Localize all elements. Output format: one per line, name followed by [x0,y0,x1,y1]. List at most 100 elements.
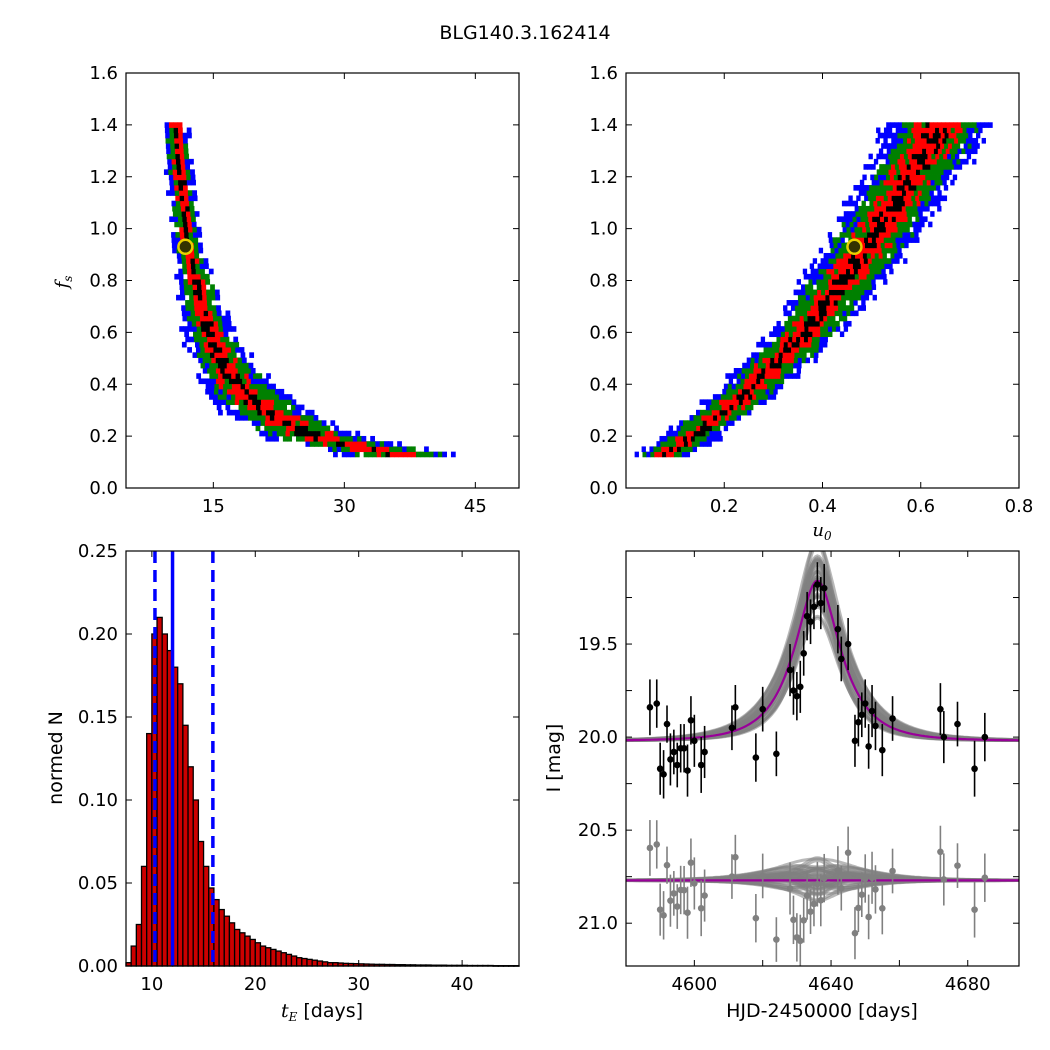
fs-te-cell [179,153,185,160]
fs-te-cell [384,446,390,453]
fs-u0-cell [898,190,903,196]
lc-residual-point [732,853,739,861]
fs-u0-cell [838,315,844,322]
fs-u0-cell [812,258,818,264]
hist-bar [161,633,169,967]
fs-te-cell [222,320,228,327]
fs-u0-cell [883,179,888,186]
fs-u0-cell [926,137,931,144]
fs-u0-cell [811,310,816,317]
fs-u0-cell [877,226,883,233]
fs-u0-cell [817,294,822,301]
hist-frame [125,550,520,967]
fs-te-cell [348,435,354,442]
fs-te-cell [180,289,185,296]
fs-u0-cell [692,425,697,432]
fs-u0-cell [778,357,783,364]
fs-te-cell [286,420,292,426]
fs-u0-cell [866,273,871,280]
fs-te-cell [196,352,202,358]
fs-u0-cell [813,357,818,364]
fs-u0-cell [883,195,889,202]
fs-u0-cell [968,122,974,128]
fs-te-cell [424,451,430,458]
fs-u0-cell [869,268,874,275]
fs-u0-cell [827,232,833,238]
fs-u0-cell [891,237,896,243]
fs-te-cell [208,315,214,322]
fs-te-cell [296,415,301,421]
fs-te-cell [235,388,241,395]
fs-u0-cell [907,179,912,186]
fs-te-cell [169,127,175,134]
fs-u0-cell [674,430,679,437]
lc-point [728,724,736,732]
fs-te-cell [183,143,189,149]
fs-u0-cell [932,185,937,191]
fs-u0-cell [788,331,794,338]
fs-u0-cell [832,258,837,264]
fs-u0-cell [947,143,953,149]
fs-u0-cell [760,336,766,343]
fs-te-cell [172,169,178,175]
fs-te-cell [183,226,189,233]
fs-u0-cell [884,185,890,191]
fs-u0-cell [910,148,915,155]
fs-u0-cell [733,373,738,379]
fs-u0-cell [844,289,850,296]
fs-u0-cell [885,247,890,254]
fs-te-ytick-label: 0.2 [89,426,118,447]
fs-te-cell [307,430,313,437]
fs-te-cell [341,446,346,453]
fs-te-cell [244,362,249,369]
fs-te-cell [187,190,193,196]
fs-u0-cell [757,388,762,395]
fs-te-cell [191,216,196,223]
fs-te-cell [209,388,215,395]
fs-te-cell [218,352,224,358]
lc-point [837,655,845,663]
fs-te-cell [192,284,198,290]
fs-te-cell [176,252,182,259]
fs-te-cell [179,279,184,285]
fs-u0-cell [868,237,873,243]
fs-u0-cell [796,326,801,332]
fs-u0-cell [860,216,865,223]
fs-u0-cell [824,284,829,290]
fs-u0-cell [679,420,684,426]
fs-u0-cell [905,190,911,196]
fs-u0-cell [920,200,925,207]
fs-u0-cell [740,378,745,385]
fs-te-cell [172,211,178,217]
fs-u0-cell [810,352,815,358]
fs-u0-cell [927,169,933,175]
fs-u0-cell [704,425,709,432]
fs-te-cell [208,310,213,317]
fs-u0-cell [837,300,842,306]
fs-u0-cell [875,237,881,243]
fs-u0-cell [889,226,895,233]
fs-u0-cell [851,232,856,238]
fs-te-cell [316,430,321,437]
fs-te-ytick-label: 1.4 [89,115,118,136]
fs-te-cell [221,399,227,405]
fs-te-cell [205,279,211,285]
fs-u0-cell [864,289,869,296]
fs-u0-cell [721,404,726,411]
fs-te-cell [372,451,378,458]
fs-te-cell [334,425,339,432]
fs-te-cell [177,122,183,128]
fs-u0-cell [642,451,647,458]
lc-point [786,666,794,674]
fs-u0-cell [861,185,866,191]
fs-te-cell [181,310,187,317]
fs-u0-cell [892,221,898,228]
fs-u0-cell [869,185,874,191]
fs-u0-cell [899,153,905,160]
fs-u0-cell [867,284,873,290]
fs-u0-cell [787,315,793,322]
fs-te-cell [228,367,234,374]
fs-te-cell [169,179,175,186]
fs-u0-cell [881,226,887,233]
fs-u0-cell [832,284,837,290]
